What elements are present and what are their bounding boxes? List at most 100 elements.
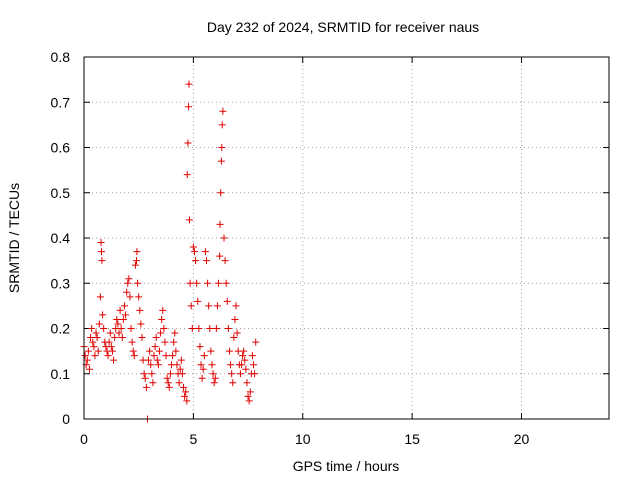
tick-layer: 0 0.1 0.2 0.3 0.4 0.5 0.6 0.7 0.8 0 5 10 15 20	[51, 49, 609, 447]
data-point	[217, 189, 225, 197]
data-point	[173, 361, 181, 369]
data-point	[218, 144, 226, 151]
data-point	[192, 257, 200, 265]
data-point	[218, 121, 226, 129]
data-point	[140, 370, 148, 378]
data-point	[113, 315, 121, 323]
data-point	[244, 392, 252, 400]
data-point	[251, 370, 259, 378]
data-point	[209, 370, 217, 378]
data-point	[151, 343, 159, 351]
y-tick-label: 0.2	[51, 321, 71, 337]
data-point	[186, 279, 194, 287]
data-point	[171, 329, 179, 337]
data-point	[98, 248, 105, 256]
data-point	[133, 257, 140, 265]
data-point	[248, 352, 256, 360]
data-point	[165, 383, 173, 391]
data-point	[177, 356, 185, 364]
y-tick-label: 0.4	[51, 230, 71, 246]
data-point	[236, 370, 244, 378]
data-point	[175, 379, 183, 387]
data-point	[228, 370, 236, 378]
data-point	[106, 329, 114, 337]
data-point	[158, 315, 166, 323]
data-point	[195, 325, 203, 332]
plot-frame	[83, 56, 610, 420]
data-point	[166, 370, 174, 378]
data-point	[252, 338, 260, 346]
data-point	[196, 343, 204, 351]
data-point	[146, 347, 154, 355]
y-tick-label: 0.1	[51, 366, 71, 382]
data-point	[114, 320, 122, 328]
data-point	[90, 343, 98, 351]
data-point	[98, 257, 106, 265]
data-point	[134, 279, 142, 287]
data-point	[216, 252, 224, 260]
data-point	[161, 338, 169, 346]
y-tick-label: 0.3	[51, 275, 71, 291]
data-point	[211, 374, 219, 382]
grid-layer	[84, 57, 609, 419]
data-point	[108, 347, 116, 355]
data-point	[83, 356, 91, 364]
data-point	[180, 383, 188, 391]
data-point	[203, 257, 210, 265]
data-point	[232, 302, 240, 310]
data-point	[126, 293, 134, 301]
x-tick-label: 5	[189, 431, 197, 447]
data-point	[125, 275, 133, 283]
data-point	[97, 239, 105, 247]
data-point	[181, 392, 189, 400]
data-point	[100, 325, 108, 332]
y-tick-label: 0.6	[51, 140, 71, 156]
chart-title: Day 232 of 2024, SRMTID for receiver nau…	[207, 19, 479, 35]
data-point	[107, 343, 115, 351]
data-point	[190, 248, 198, 256]
data-point	[240, 347, 248, 355]
data-point	[199, 365, 207, 373]
data-point	[96, 293, 104, 301]
data-point	[215, 279, 223, 287]
data-point	[210, 379, 218, 387]
data-point	[217, 157, 225, 165]
x-tick-label: 20	[514, 431, 530, 447]
data-point	[230, 334, 238, 342]
data-point	[225, 347, 233, 355]
point-layer	[80, 80, 260, 423]
data-point	[176, 365, 184, 373]
data-point	[152, 334, 160, 342]
data-point	[207, 347, 215, 355]
data-point	[233, 329, 241, 337]
x-tick-label: 0	[80, 431, 88, 447]
data-point	[205, 302, 213, 310]
data-point	[231, 315, 239, 323]
data-point	[95, 320, 103, 328]
data-point	[124, 279, 132, 287]
data-point	[182, 388, 190, 396]
y-tick-label: 0.8	[51, 49, 71, 65]
data-point	[150, 352, 158, 360]
data-point	[204, 279, 212, 287]
data-point	[119, 315, 127, 323]
data-point	[222, 279, 230, 287]
data-point	[250, 361, 258, 369]
y-tick-label: 0	[62, 411, 70, 427]
data-point	[81, 352, 89, 360]
y-tick-label: 0.7	[51, 94, 71, 110]
data-point	[220, 234, 228, 242]
data-point	[241, 356, 249, 364]
data-point	[178, 370, 186, 378]
data-point	[88, 325, 96, 332]
data-point	[183, 171, 191, 179]
data-point	[189, 243, 197, 251]
data-point	[246, 388, 254, 396]
data-point	[135, 293, 143, 301]
data-point	[91, 352, 99, 360]
data-point	[194, 297, 202, 305]
data-point	[172, 347, 180, 355]
data-point	[87, 334, 95, 342]
data-point	[99, 311, 107, 319]
